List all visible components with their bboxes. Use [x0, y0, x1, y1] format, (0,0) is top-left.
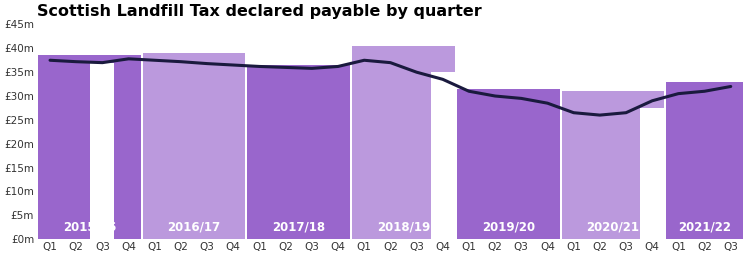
Bar: [64, 63, 88, 239]
Bar: [248, 67, 272, 239]
Bar: [143, 53, 245, 239]
Bar: [483, 89, 507, 239]
Text: 2019/20: 2019/20: [482, 220, 535, 233]
Bar: [91, 63, 114, 239]
Bar: [536, 103, 560, 239]
Bar: [509, 91, 533, 239]
Bar: [666, 82, 743, 239]
Text: 2018/19: 2018/19: [377, 220, 430, 233]
Bar: [614, 108, 638, 239]
Bar: [326, 67, 350, 239]
Bar: [457, 105, 481, 239]
Bar: [719, 82, 743, 239]
Bar: [143, 65, 167, 239]
Bar: [693, 82, 717, 239]
Text: 2020/21: 2020/21: [586, 220, 640, 233]
Bar: [38, 60, 62, 239]
Bar: [352, 46, 455, 239]
Bar: [431, 72, 455, 239]
Bar: [300, 74, 324, 239]
Text: Scottish Landfill Tax declared payable by quarter: Scottish Landfill Tax declared payable b…: [37, 4, 482, 19]
Text: 2016/17: 2016/17: [168, 220, 221, 233]
Bar: [666, 87, 690, 239]
Bar: [457, 89, 560, 239]
Bar: [562, 151, 586, 239]
Bar: [248, 65, 350, 239]
Bar: [221, 58, 245, 239]
Bar: [588, 91, 612, 239]
Text: 2015/16: 2015/16: [63, 220, 116, 233]
Bar: [378, 48, 402, 239]
Bar: [562, 91, 664, 239]
Bar: [38, 56, 141, 239]
Bar: [169, 53, 193, 239]
Bar: [352, 46, 376, 239]
Text: 2017/18: 2017/18: [272, 220, 325, 233]
Bar: [405, 72, 429, 239]
Bar: [195, 67, 219, 239]
Text: 2021/22: 2021/22: [678, 220, 731, 233]
Bar: [274, 65, 298, 239]
Bar: [640, 108, 664, 239]
Bar: [117, 56, 141, 239]
